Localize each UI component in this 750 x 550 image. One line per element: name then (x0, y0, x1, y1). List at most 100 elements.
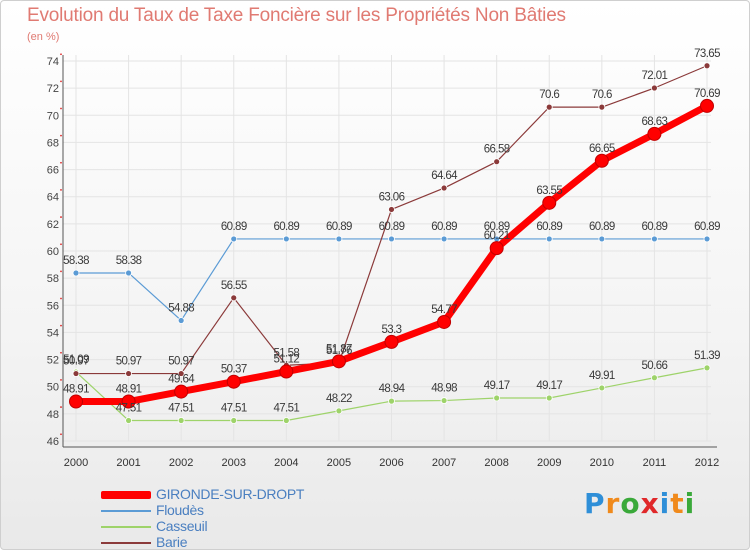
y-tick-label-52: 52 (47, 355, 59, 367)
y-minor-tick-48 (60, 406, 62, 408)
legend-item-floudes: Floudès (101, 502, 401, 519)
y-tick-label-64: 64 (47, 192, 59, 204)
y-minor-tick-46 (60, 433, 62, 436)
x-tick-label-2001: 2001 (116, 457, 140, 469)
y-minor-tick-50 (60, 379, 62, 381)
y-tick-label-74: 74 (47, 56, 59, 68)
axes: 46 48 50 52 54 56 58 60 62 64 66 68 70 72 74 2000 2001 20… (47, 53, 719, 469)
series-point-1-2006 (388, 235, 395, 243)
series-point-3-2011 (651, 84, 658, 92)
data-label-3-2010: 70.6 (592, 89, 612, 101)
x-tick-label-2009: 2009 (537, 457, 561, 469)
data-label-2-2007: 48.98 (431, 383, 457, 395)
data-label-2-2003: 47.51 (221, 403, 247, 415)
logo-letter-0: P (584, 487, 606, 520)
series-point-0-2005 (331, 354, 346, 369)
y-tick-label-46: 46 (47, 436, 59, 448)
y-tick-label-58: 58 (47, 273, 59, 285)
data-label-3-2004: 51.58 (273, 347, 299, 359)
y-minor-tick-60 (60, 243, 62, 246)
series-point-2-2004 (282, 417, 290, 424)
data-label-2-2005: 48.22 (326, 393, 352, 405)
gridlines (63, 55, 711, 442)
chart-subtitle: (en %) (27, 31, 60, 43)
data-label-1-2003: 60.89 (221, 221, 247, 233)
series-point-0-2003 (226, 374, 241, 389)
data-label-2-2000: 51.09 (63, 354, 89, 366)
x-tick-label-2006: 2006 (379, 457, 403, 469)
data-label-1-2011: 60.89 (642, 221, 668, 233)
data-label-0-2009: 63.55 (536, 185, 562, 197)
series-point-1-2007 (440, 235, 448, 243)
data-label-1-2005: 60.89 (326, 221, 352, 233)
logo-letter-6: i (684, 487, 696, 520)
series-layer (69, 62, 714, 424)
data-label-3-2009: 70.6 (539, 89, 559, 101)
series-point-1-2005 (335, 235, 343, 243)
series-point-2-2009 (545, 394, 553, 402)
data-label-2-2006: 48.94 (379, 383, 406, 395)
data-label-3-2005: 51.76 (326, 345, 352, 357)
y-tick-label-56: 56 (47, 300, 59, 312)
series-point-2-2003 (230, 417, 238, 424)
series-point-0-2008 (489, 241, 504, 256)
y-tick-label-48: 48 (47, 409, 59, 421)
series-point-3-2003 (230, 294, 238, 302)
legend-item-casseuil: Casseuil (101, 518, 401, 535)
series-point-1-2003 (230, 235, 238, 243)
x-tick-label-2007: 2007 (432, 457, 456, 469)
series-point-0-2009 (542, 195, 557, 210)
series-point-2-2001 (125, 417, 132, 424)
y-tick-label-66: 66 (47, 165, 59, 177)
y-tick-label-60: 60 (47, 246, 59, 258)
series-point-1-2011 (651, 235, 658, 243)
series-point-0-2007 (437, 314, 452, 329)
data-label-0-2011: 68.63 (642, 116, 668, 128)
series-point-3-2000 (72, 370, 80, 377)
series-point-1-2009 (545, 235, 553, 243)
legend-swatch-barie (101, 542, 151, 544)
data-label-0-2007: 54.77 (431, 304, 457, 316)
series-point-1-2001 (125, 269, 132, 277)
series-point-0-2004 (279, 364, 294, 379)
series-point-1-2000 (72, 269, 80, 277)
x-tick-label-2004: 2004 (274, 457, 298, 469)
y-minor-tick-58 (60, 270, 62, 273)
series-point-3-2002 (177, 370, 185, 377)
y-minor-tick-56 (60, 297, 62, 300)
legend: GIRONDE-SUR-DROPT Floudès Casseuil Barie (101, 486, 401, 550)
legend-swatch-casseuil (101, 526, 151, 528)
logo-letter-2: o (620, 487, 641, 520)
y-minor-tick-70 (60, 107, 62, 110)
data-label-0-2001: 48.91 (116, 384, 142, 396)
data-label-1-2006: 60.89 (379, 221, 405, 233)
data-label-2-2002: 47.51 (168, 403, 194, 415)
series-point-2-2005 (335, 407, 343, 415)
data-labels-layer: 48.91 48.91 49.64 50.37 51.12 51.87 53.3 54.77 6… (63, 48, 721, 415)
data-label-1-2008: 60.89 (484, 221, 510, 233)
data-label-3-2003: 56.55 (221, 280, 247, 292)
legend-item-barie: Barie (101, 534, 401, 550)
series-point-0-2006 (384, 334, 399, 349)
series-point-3-2008 (493, 158, 501, 166)
data-label-2-2004: 47.51 (273, 403, 299, 415)
y-tick-label-72: 72 (47, 83, 59, 95)
y-minor-tick-74 (60, 53, 62, 56)
y-minor-tick-72 (60, 80, 62, 83)
legend-label-barie: Barie (156, 534, 188, 550)
data-label-1-2007: 60.89 (431, 221, 457, 233)
data-label-1-2002: 54.88 (168, 302, 194, 314)
legend-item-gironde: GIRONDE-SUR-DROPT (101, 486, 401, 503)
series-point-2-2011 (651, 374, 658, 382)
line-chart: 46 48 50 52 54 56 58 60 62 64 66 68 70 72 74 2000 2001 20… (47, 48, 721, 469)
series-point-0-2011 (647, 126, 662, 141)
legend-label-floudes: Floudès (156, 502, 204, 518)
data-label-2-2001: 47.51 (116, 403, 142, 415)
legend-swatch-gironde (101, 491, 151, 499)
series-point-2-2006 (388, 397, 395, 405)
x-tick-label-2000: 2000 (64, 457, 88, 469)
legend-swatch-floudes (101, 510, 151, 512)
data-label-0-2000: 48.91 (63, 384, 89, 396)
data-label-3-2001: 50.97 (116, 356, 142, 368)
series-point-1-2010 (598, 235, 606, 243)
